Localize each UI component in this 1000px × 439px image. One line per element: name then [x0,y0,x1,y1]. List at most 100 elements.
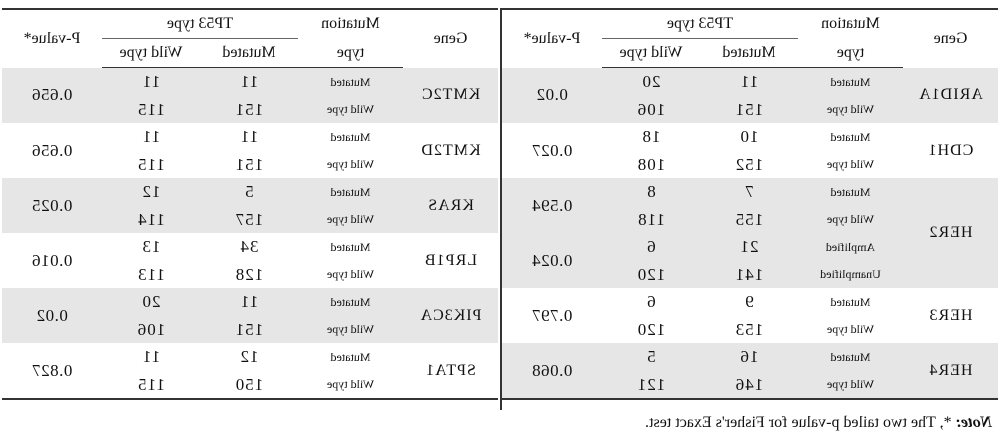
mutation-type: Mutated [798,178,903,206]
gene-name: PIK3CA [403,288,498,343]
mutation-type: Mutated [798,67,903,96]
pvalue: 0.656 [31,140,73,160]
gene-name: ARID1A [903,67,998,123]
mutation-type: Wild type [798,206,903,233]
pvalue: 0.594 [502,178,602,233]
gene-name: KRAS [403,178,498,233]
header-pvalue: P-value* [23,29,81,47]
count-wild: 106 [102,316,200,343]
gene-name: CDH1 [927,141,974,159]
gene-name: LRP1B [424,251,478,269]
count-mutated: 151 [234,154,264,174]
mutation-type: Wild type [798,371,903,399]
count-mutated: 10 [739,127,759,146]
table-row: ARID1A Mutated 11 20 0.02 [502,67,998,123]
count-wild: 8 [602,178,700,206]
header-tp53-type: TP53 type [102,9,298,39]
header-tp53-type: TP53 type [602,9,798,39]
count-mutated: 151 [200,96,298,123]
pvalue: 0.797 [531,305,573,325]
count-wild: 115 [102,96,200,123]
table-row: KMT2C Mutated 11 11 0.656 [2,67,498,123]
header-mutation-type: Mutation [821,15,880,33]
mutation-type: Wild type [298,96,403,123]
count-mutated: 34 [239,237,259,256]
count-mutated: 11 [700,67,798,96]
gene-name: HER4 [903,343,998,399]
count-wild: 106 [602,96,700,123]
count-mutated: 153 [734,319,764,339]
count-mutated: 128 [234,264,264,284]
table-row: HER2 Mutated 7 8 0.594 [502,178,998,288]
pvalue: 0.02 [2,288,102,343]
count-mutated: 5 [200,178,298,206]
table-row: HER3 Mutated 9 6 0.797 [502,288,998,325]
table-row: CDH1 Mutated 10 18 0.027 [502,123,998,160]
gene-table-right: Gene Mutation TP53 type P-value* type Mu… [2,8,498,400]
count-wild: 118 [602,206,700,233]
count-mutated: 157 [200,206,298,233]
count-wild: 114 [102,206,200,233]
count-mutated: 12 [239,347,259,366]
count-wild: 113 [137,264,165,284]
count-mutated: 152 [734,154,764,174]
count-mutated: 11 [239,127,259,146]
count-wild: 18 [641,127,661,146]
count-mutated: 16 [700,343,798,371]
count-wild: 6 [602,233,700,261]
mutation-type: Mutated [798,343,903,371]
header-mutated: Mutated [700,38,798,68]
count-mutated: 141 [700,261,798,288]
pvalue: 0.02 [502,67,602,123]
count-wild: 5 [602,343,700,371]
mutation-type: Wild type [326,377,375,391]
pvalue: 0.068 [502,343,602,399]
count-wild: 11 [141,127,161,146]
count-wild: 6 [646,292,656,311]
mutation-type: Mutated [330,129,371,144]
count-mutated: 11 [200,67,298,96]
count-mutated: 155 [700,206,798,233]
count-wild: 120 [636,319,666,339]
mutation-type: Wild type [798,96,903,123]
table-divider [500,8,502,410]
header-mutation-type-line2: type [298,38,403,68]
count-mutated: 151 [700,96,798,123]
pvalue: 0.016 [31,250,73,270]
mutation-type: Wild type [826,157,875,171]
mutation-type: Wild type [298,206,403,233]
pvalue: 0.027 [531,140,573,160]
header-mutation-type: Mutation [321,15,380,33]
mutation-type: Mutated [298,67,403,96]
mutation-type: Unamplified [798,261,903,288]
gene-name: SPTA1 [425,361,476,379]
mutation-type: Mutated [298,178,403,206]
count-wild: 12 [102,178,200,206]
count-mutated: 150 [234,374,264,394]
mutation-type: Amplified [798,233,903,261]
pvalue: 0.025 [2,178,102,233]
count-wild: 108 [636,154,666,174]
count-mutated: 7 [700,178,798,206]
table-row: SPTA1 Mutated 12 11 0.827 [2,343,498,380]
header-pvalue: P-value* [523,29,581,47]
mutation-type: Wild type [326,267,375,281]
count-mutated: 9 [744,292,754,311]
gene-name: KMT2D [420,141,481,159]
count-mutated: 146 [700,371,798,399]
note-text: *, The two tailed p-value for Fisher's E… [645,414,956,431]
count-wild: 13 [141,237,161,256]
table-row: LRP1B Mutated 34 13 0.016 [2,233,498,270]
mutation-type: Mutated [298,288,403,316]
mutation-type: Mutated [830,129,871,144]
mutation-type: Wild type [326,157,375,171]
mutation-type: Mutated [330,239,371,254]
table-note: Note: *, The two tailed p-value for Fish… [645,414,992,432]
header-wild-type: Wild type [102,38,200,68]
count-mutated: 11 [200,288,298,316]
count-wild: 20 [602,67,700,96]
count-wild: 120 [602,261,700,288]
table-row: HER4 Mutated 16 5 0.068 [502,343,998,399]
gene-table-left: Gene Mutation TP53 type P-value* type Mu… [502,8,998,400]
